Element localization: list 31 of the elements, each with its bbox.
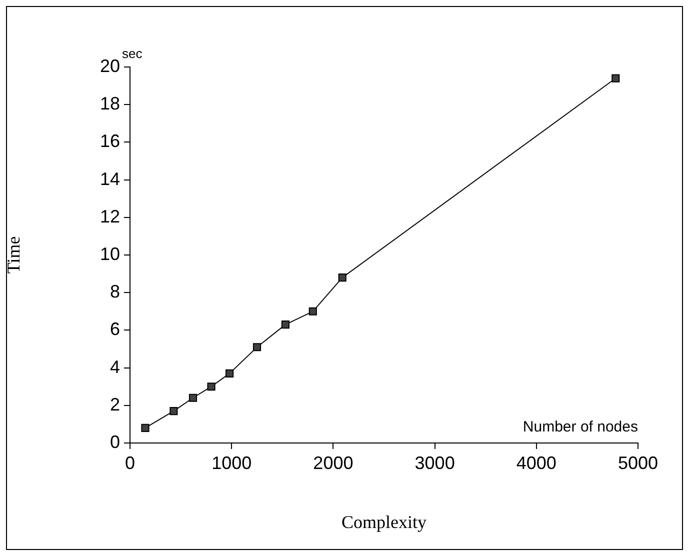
point <box>308 307 317 316</box>
y-tick-label: 2 <box>110 394 120 414</box>
y-tick-label: 12 <box>100 206 120 226</box>
y-tick-label: 20 <box>100 56 120 76</box>
point <box>281 320 290 329</box>
y-tick-label: 8 <box>110 282 120 302</box>
annotation: Number of nodes <box>522 418 638 436</box>
y-axis-title: Time <box>4 236 24 274</box>
point <box>170 407 178 416</box>
y-tick-label: 18 <box>100 94 120 114</box>
x-tick-label: 1000 <box>212 452 252 473</box>
x-tick-label: 0 <box>124 452 136 473</box>
y-tick-label: 4 <box>110 356 120 377</box>
point <box>141 424 150 432</box>
x-tick-label: 4000 <box>516 452 556 473</box>
point <box>338 274 346 282</box>
point <box>226 369 234 378</box>
x-axis-title: Complexity <box>342 512 426 532</box>
y-tick-label: 10 <box>100 244 120 264</box>
x-tick-label: 3000 <box>414 452 455 473</box>
text: sec <box>122 46 143 62</box>
y-tick-label: 16 <box>100 131 120 152</box>
y-tick-label: 14 <box>100 168 120 189</box>
point <box>188 394 198 402</box>
point <box>252 343 262 352</box>
point <box>612 74 620 82</box>
point <box>207 382 216 391</box>
x-tick-label: 2000 <box>313 452 354 473</box>
y-tick-label: 0 <box>110 432 120 452</box>
y-tick-label: 6 <box>110 319 120 340</box>
x-tick-label: 5000 <box>618 452 658 473</box>
